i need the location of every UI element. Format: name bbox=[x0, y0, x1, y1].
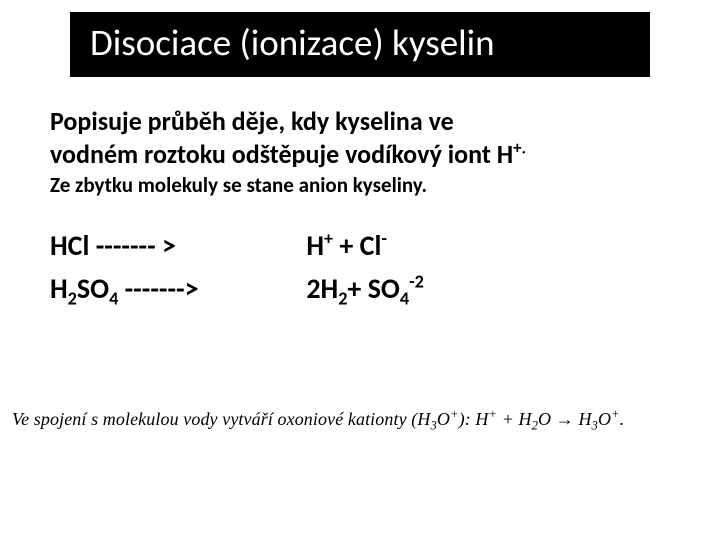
fn-a: Ve spojení s molekulou vody vytváří oxon… bbox=[12, 409, 430, 429]
eq2-rhs-so-sub: 4 bbox=[400, 288, 409, 310]
intro-line1: Popisuje průběh děje, kdy kyselina ve bbox=[50, 105, 454, 137]
equation-2: H2SO4 -------> 2H2+ SO4-2 bbox=[50, 267, 680, 310]
eq2-h-sub: 2 bbox=[68, 288, 77, 310]
fn-b: O bbox=[437, 409, 450, 429]
equation-1: HCl ------- > H+ + Cl- bbox=[50, 224, 680, 267]
eq1-h-sup: + bbox=[324, 228, 333, 250]
eq1-lhs: HCl ------- > bbox=[50, 224, 300, 267]
fn-f-sup: + bbox=[611, 407, 620, 421]
eq1-cl-sup: - bbox=[381, 228, 387, 250]
fn-b-sup: + bbox=[450, 407, 459, 421]
title-text: Disociace (ionizace) kyselin bbox=[90, 20, 495, 65]
intro-line2a: vodném roztoku odštěpuje vodíkový iont H bbox=[50, 138, 513, 170]
eq2-rhs-2h: 2H bbox=[306, 271, 338, 306]
intro-h-superscript: +. bbox=[513, 137, 526, 158]
fn-d: + H bbox=[497, 409, 532, 429]
fn-g: . bbox=[620, 409, 625, 429]
eq2-so-sub: 4 bbox=[109, 288, 118, 310]
eq1-plus-cl: + Cl bbox=[333, 228, 381, 263]
eq2-lhs: H2SO4 -------> bbox=[50, 267, 300, 310]
slide-content: Popisuje průběh děje, kdy kyselina ve vo… bbox=[0, 77, 720, 311]
eq2-so: SO bbox=[77, 271, 109, 306]
fn-e: O → H bbox=[538, 409, 592, 429]
intro-paragraph: Popisuje průběh děje, kdy kyselina ve vo… bbox=[50, 105, 680, 170]
fn-c-sup: + bbox=[488, 407, 497, 421]
eq2-h: H bbox=[50, 271, 68, 306]
eq1-rhs-h: H bbox=[306, 228, 324, 263]
slide-title: Disociace (ionizace) kyselin bbox=[70, 12, 650, 77]
footer-note: Ve spojení s molekulou vody vytváří oxon… bbox=[12, 409, 624, 430]
equations-block: HCl ------- > H+ + Cl- H2SO4 -------> 2H… bbox=[50, 224, 680, 311]
fn-f: O bbox=[598, 409, 611, 429]
eq2-rhs-plus-so: + SO bbox=[347, 271, 399, 306]
subnote: Ze zbytku molekuly se stane anion kyseli… bbox=[50, 172, 680, 198]
fn-c: ): H bbox=[459, 409, 489, 429]
eq2-rhs-so-sup: -2 bbox=[409, 271, 424, 293]
eq2-arrow: -------> bbox=[118, 271, 198, 306]
